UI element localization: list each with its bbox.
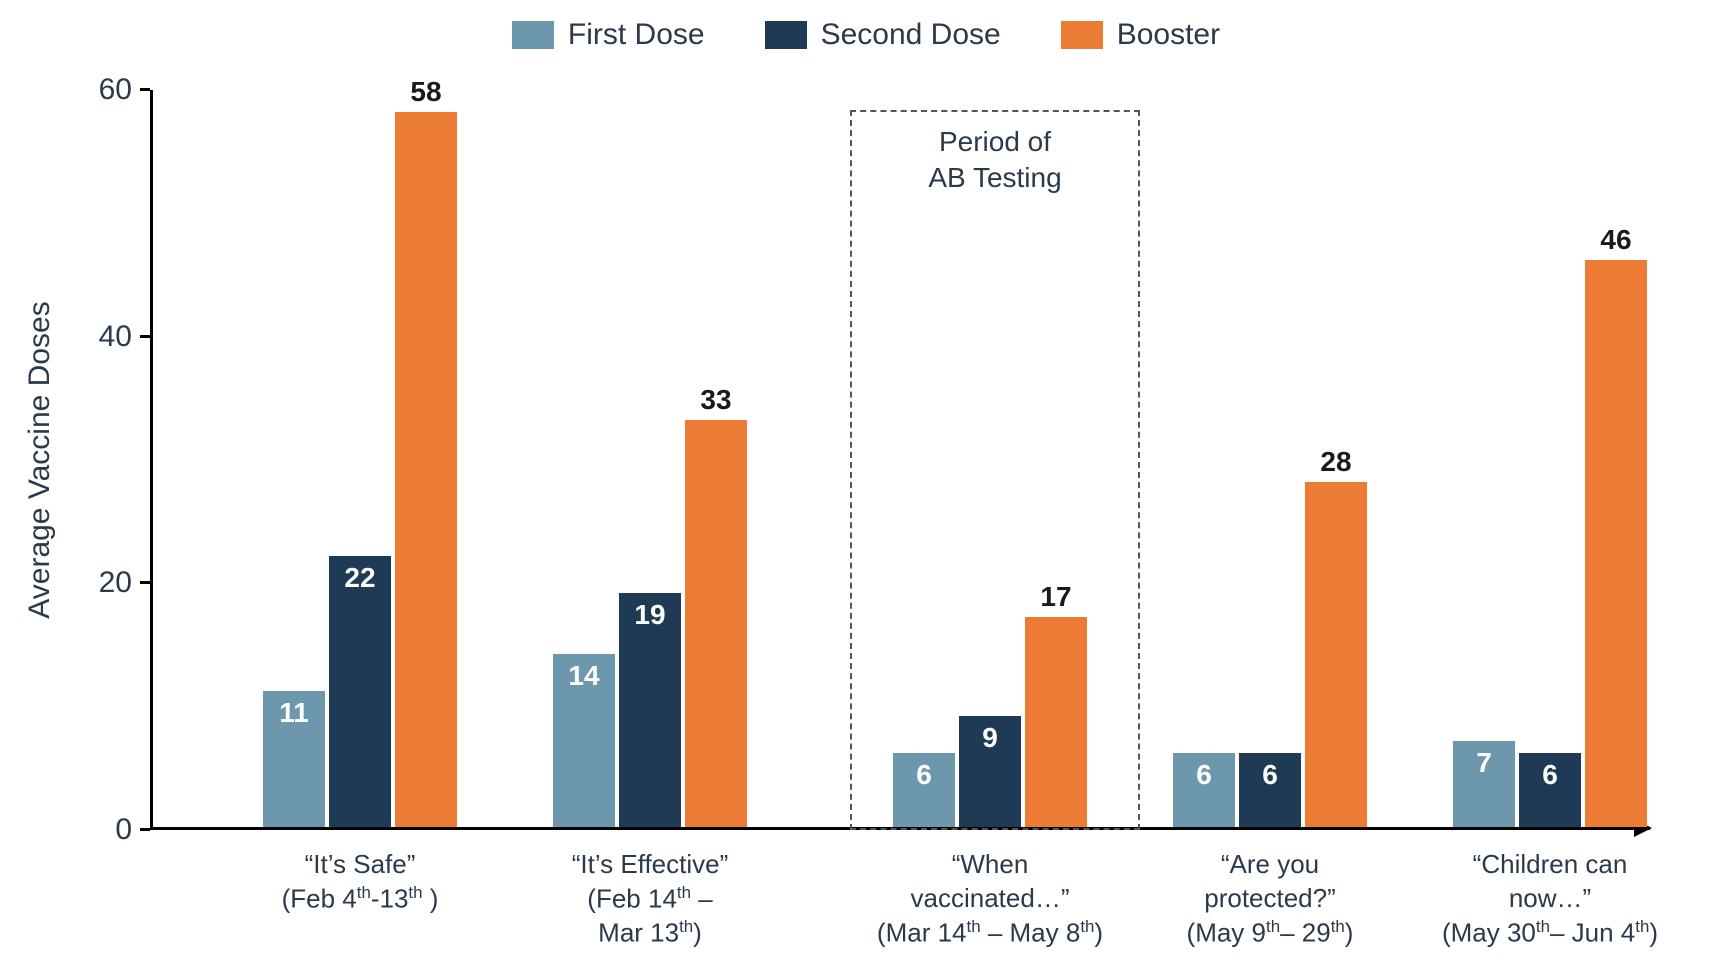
bar-booster: 33 [685,420,747,827]
ab-testing-annotation-label: Period ofAB Testing [852,124,1138,197]
legend-label-first-dose: First Dose [568,18,705,52]
bar-booster: 17 [1025,617,1087,827]
bar-first: 6 [893,753,955,827]
bar-value-label: 17 [1025,581,1087,613]
y-tick-mark [140,88,150,91]
bar-booster: 28 [1305,482,1367,827]
bar-value-label: 9 [959,722,1021,754]
y-tick-label: 40 [99,320,132,354]
legend-label-booster: Booster [1117,18,1220,52]
bar-second: 6 [1239,753,1301,827]
legend-swatch-first-dose [512,21,554,49]
bar-value-label: 6 [1239,759,1301,791]
bar-second: 6 [1519,753,1581,827]
x-category-label: “Children cannow…”(May 30th– Jun 4th) [1400,848,1700,950]
bar-booster: 46 [1585,260,1647,827]
legend-item-first-dose: First Dose [512,18,705,52]
x-category-label: “Are youprotected?”(May 9th– 29th) [1120,848,1420,950]
bar-value-label: 33 [685,384,747,416]
x-category-label: “It’s Safe”(Feb 4th-13th ) [210,848,510,916]
bar-second: 22 [329,556,391,827]
legend-swatch-second-dose [765,21,807,49]
y-axis-title: Average Vaccine Doses [23,301,57,618]
vaccine-doses-chart: First Dose Second Dose Booster Average V… [0,0,1732,980]
bar-second: 9 [959,716,1021,827]
bar-value-label: 28 [1305,446,1367,478]
bar-first: 14 [553,654,615,827]
bar-value-label: 19 [619,599,681,631]
legend-item-booster: Booster [1061,18,1220,52]
bar-first: 11 [263,691,325,827]
legend-swatch-booster [1061,21,1103,49]
bar-second: 19 [619,593,681,827]
bar-value-label: 46 [1585,224,1647,256]
bar-booster: 58 [395,112,457,827]
bar-value-label: 7 [1453,747,1515,779]
plot-area: 0204060 Period ofAB Testing 112258141933… [150,90,1650,830]
x-category-label: “Whenvaccinated…”(Mar 14th – May 8th) [840,848,1140,950]
bar-value-label: 6 [1173,759,1235,791]
bar-value-label: 22 [329,562,391,594]
y-tick-label: 20 [99,566,132,600]
bar-value-label: 11 [263,697,325,729]
y-tick-label: 0 [115,813,132,847]
y-tick-mark [140,335,150,338]
bar-first: 6 [1173,753,1235,827]
legend-label-second-dose: Second Dose [821,18,1001,52]
legend-item-second-dose: Second Dose [765,18,1001,52]
x-category-label: “It’s Effective”(Feb 14th –Mar 13th) [500,848,800,951]
bar-value-label: 6 [1519,759,1581,791]
y-tick-mark [140,581,150,584]
legend: First Dose Second Dose Booster [0,18,1732,52]
y-axis-line [150,90,153,830]
bar-first: 7 [1453,741,1515,827]
y-tick-mark [140,828,150,831]
bar-value-label: 58 [395,76,457,108]
bar-value-label: 6 [893,759,955,791]
y-tick-label: 60 [99,73,132,107]
bar-value-label: 14 [553,660,615,692]
